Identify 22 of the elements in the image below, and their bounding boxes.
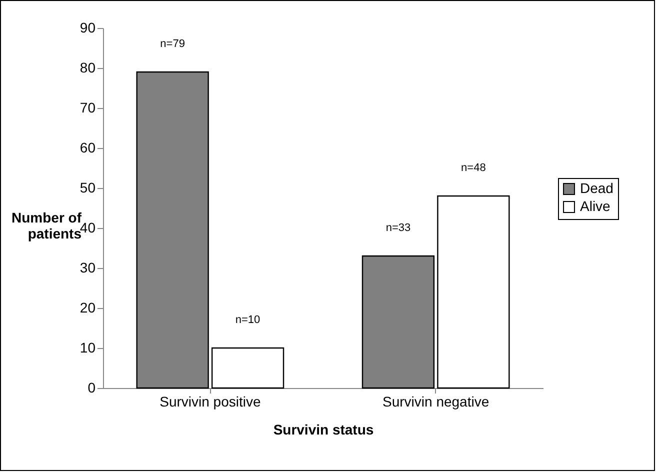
bar <box>437 195 510 389</box>
y-tick-label: 70 <box>80 100 96 116</box>
x-tick-label: Survivin positive <box>160 394 261 410</box>
bar <box>211 347 284 389</box>
y-tick-label: 60 <box>80 140 96 156</box>
y-tick-label: 80 <box>80 60 96 76</box>
y-tick-label: 50 <box>80 180 96 196</box>
data-label: n=48 <box>461 162 486 174</box>
y-tick-label: 90 <box>80 20 96 36</box>
data-label: n=33 <box>386 222 411 234</box>
legend-label: Dead <box>580 180 614 196</box>
y-tick-label: 40 <box>80 220 96 236</box>
x-tick-label: Survivin negative <box>382 394 490 410</box>
y-tick-label: 30 <box>80 260 96 276</box>
y-axis-title: Number of patients <box>12 210 82 242</box>
y-tick-label: 20 <box>80 300 96 316</box>
data-label: n=10 <box>235 314 260 326</box>
data-label: n=79 <box>160 38 185 50</box>
y-tick-label: 10 <box>80 340 96 356</box>
legend-label: Alive <box>580 198 611 214</box>
x-axis-title: Survivin status <box>273 422 374 438</box>
y-tick-label: 0 <box>88 380 96 396</box>
